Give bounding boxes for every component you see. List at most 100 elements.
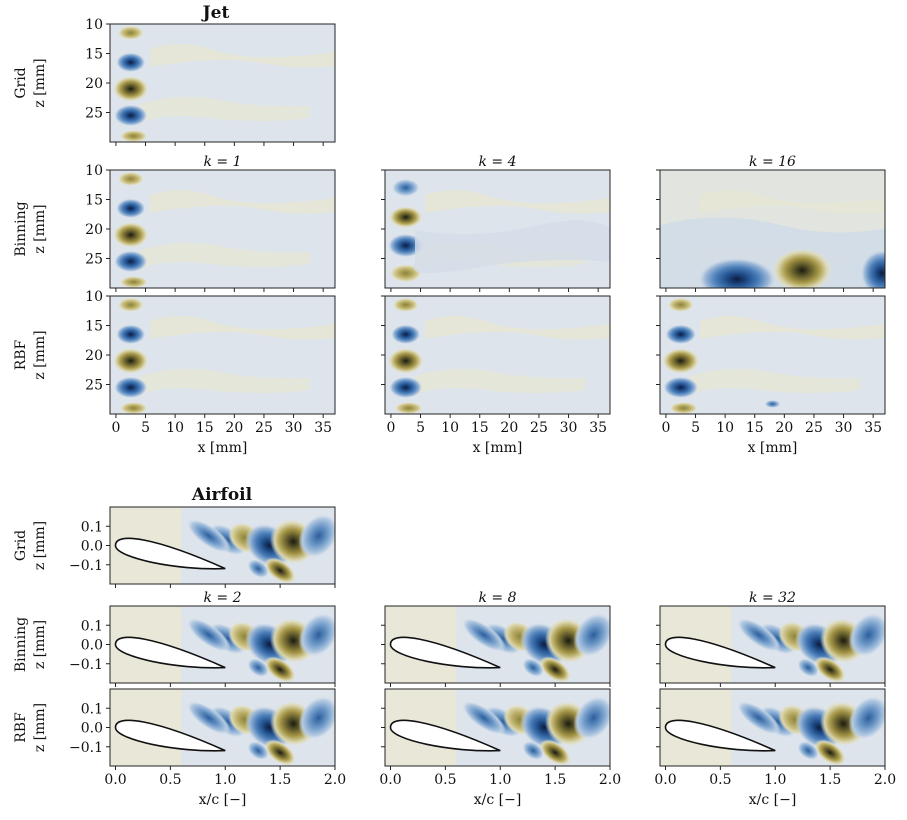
vortex-positive	[389, 264, 422, 283]
row-label: RBF	[13, 339, 29, 370]
y-tick-label: 20	[85, 76, 103, 92]
y-axis-label: z [mm]	[32, 703, 48, 752]
contour-field	[660, 296, 885, 414]
vortex-positive	[394, 402, 423, 414]
vortex-positive	[119, 402, 148, 414]
contour-field	[110, 296, 335, 414]
vortex-positive	[112, 75, 149, 102]
pale-patch	[700, 316, 885, 340]
x-tick-label: 5	[141, 420, 150, 436]
row-label: Grid	[13, 67, 29, 98]
y-tick-label: 15	[85, 319, 103, 335]
x-axis-label: x/c [−]	[749, 792, 797, 808]
y-axis-label: z [mm]	[32, 620, 48, 669]
k-title: k = 8	[478, 590, 516, 606]
y-tick-label: 10	[85, 163, 103, 179]
field-background	[110, 170, 335, 288]
y-tick-label: 25	[85, 252, 103, 268]
x-tick-label: 2.0	[324, 772, 346, 788]
pale-patch	[690, 368, 860, 396]
wave-negative	[298, 513, 335, 559]
y-tick-label: 10	[85, 17, 103, 33]
x-tick-label: 1.0	[764, 772, 786, 788]
contour-field	[110, 689, 335, 766]
x-tick-label: 0.0	[104, 772, 126, 788]
x-tick-label: 10	[441, 420, 459, 436]
wave-negative	[186, 518, 231, 553]
vortex-positive	[119, 130, 148, 142]
vortex-negative	[764, 399, 781, 408]
vortex-positive	[117, 25, 144, 40]
y-tick-label: 20	[85, 348, 103, 364]
x-tick-label: 1.0	[489, 772, 511, 788]
contour-field	[660, 606, 885, 683]
pale-patch	[425, 190, 610, 214]
jet-panel: 0 5 10 15 20 25 30 35 x [mm]	[656, 295, 886, 456]
y-tick-label: 0.0	[81, 638, 103, 654]
contour-field	[110, 606, 335, 683]
wave-negative	[247, 741, 270, 761]
airfoil-panel	[381, 605, 611, 687]
pale-patch	[415, 368, 585, 396]
x-tick-label: 10	[716, 420, 734, 436]
wave-negative	[573, 695, 610, 741]
row-label: Binning	[13, 617, 29, 672]
y-tick-label: 25	[85, 106, 103, 122]
x-axis-label: x [mm]	[198, 440, 248, 456]
y-axis-label: z [mm]	[32, 521, 48, 570]
contour-field	[385, 606, 610, 683]
vortex-positive	[117, 297, 144, 312]
vortex-positive	[661, 347, 700, 374]
wave-negative	[736, 700, 781, 735]
contour-field	[660, 689, 885, 766]
wave-negative	[298, 695, 335, 741]
y-axis-label: z [mm]	[32, 58, 48, 107]
pale-patch	[150, 316, 335, 340]
vortex-positive	[772, 248, 833, 288]
jet-panel	[656, 169, 886, 292]
contour-field	[110, 170, 335, 288]
vortex-positive	[667, 297, 694, 312]
vortex-positive	[669, 402, 698, 414]
pale-patch	[150, 44, 335, 68]
jet-panel: 0 5 10 15 20 25 30 35 10 15 20 25 x [mm] RBF z [mm]	[13, 289, 336, 456]
vortex-positive	[117, 171, 144, 186]
wave-negative	[573, 612, 610, 658]
vortex-positive	[387, 347, 424, 374]
vortex-negative	[696, 257, 777, 288]
pale-patch	[140, 242, 310, 270]
x-tick-label: 20	[500, 420, 518, 436]
contour-field	[385, 296, 610, 414]
x-tick-label: 5	[416, 420, 425, 436]
x-axis-label: x/c [−]	[199, 792, 247, 808]
y-tick-label: 0.1	[81, 519, 103, 535]
field-background	[110, 296, 335, 414]
pale-patch	[140, 368, 310, 396]
x-tick-label: 25	[805, 420, 823, 436]
vortex-negative	[113, 376, 148, 399]
pale-patch	[413, 220, 610, 274]
wave-negative	[186, 700, 231, 735]
vortex-positive	[388, 206, 423, 229]
x-tick-label: 0.0	[654, 772, 676, 788]
x-tick-label: 25	[255, 420, 273, 436]
x-tick-label: 30	[835, 420, 853, 436]
airfoil-panel: 0.0 0.5 1.0 1.5 2.0 x/c [−]	[379, 688, 621, 808]
field-background	[110, 24, 335, 142]
row-label: RBF	[13, 712, 29, 743]
x-tick-label: 2.0	[874, 772, 896, 788]
x-tick-label: 0.5	[709, 772, 731, 788]
airfoil-panel	[656, 605, 886, 687]
x-tick-label: 30	[560, 420, 578, 436]
contour-field	[385, 170, 610, 288]
y-axis-label: z [mm]	[32, 204, 48, 253]
airfoil-shape	[114, 537, 226, 570]
pale-patch	[140, 96, 310, 124]
vortex-negative	[113, 250, 148, 273]
vortex-positive	[392, 297, 419, 312]
k-title: k = 32	[749, 590, 796, 606]
y-tick-label: 10	[85, 289, 103, 305]
y-tick-label: 0.1	[81, 618, 103, 634]
